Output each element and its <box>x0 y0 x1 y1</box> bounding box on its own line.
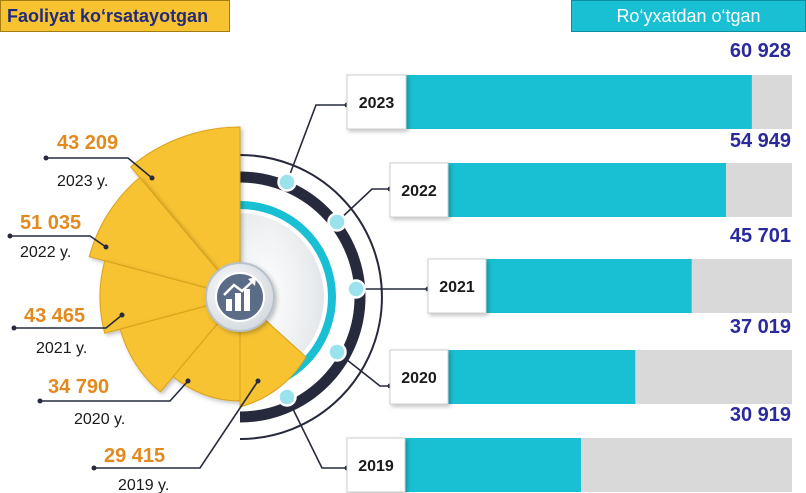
left-connector-dot <box>91 465 97 471</box>
year-box <box>346 437 406 493</box>
fan-segment-2020y <box>119 296 242 393</box>
left-connector-dot <box>119 312 125 318</box>
left-connector-line <box>46 157 153 179</box>
chart-growth-icon <box>223 277 256 311</box>
bar-value-label: 60 928 <box>730 40 791 62</box>
left-connector-dot <box>37 398 43 404</box>
connector-line <box>336 188 390 223</box>
left-connector-line <box>40 380 189 402</box>
fan-value-label: 43 465 <box>24 305 85 327</box>
icon-bar <box>226 299 232 311</box>
fan-segment-2022y <box>88 176 242 298</box>
fan-value-label: 51 035 <box>20 212 81 234</box>
bar-2023 <box>406 75 752 129</box>
left-connector-dot <box>103 244 109 250</box>
ring-marker-dot <box>277 387 297 407</box>
bar-value-label: 45 701 <box>730 225 791 247</box>
year-box <box>427 258 487 314</box>
fan-value-label: 29 415 <box>104 445 165 467</box>
ring-marker-dot <box>327 212 347 232</box>
header-registered: Ro‘yxatdan o‘tgan <box>571 0 806 32</box>
fan-year-label: 2021 y. <box>36 340 87 357</box>
year-box <box>389 162 449 218</box>
year-label-2020: 2020 <box>401 370 437 387</box>
bar-value-label: 37 019 <box>730 316 791 338</box>
icon-arrow-head <box>248 277 256 286</box>
ring-marker-dot <box>327 342 347 362</box>
left-connector-dot <box>11 325 17 331</box>
year-label-2022: 2022 <box>401 183 437 200</box>
fan-year-label: 2019 y. <box>118 477 169 493</box>
left-connector-line <box>14 314 123 329</box>
bar-2021 <box>486 259 692 313</box>
icon-bar <box>244 289 250 311</box>
header-active: Faoliyat ko‘rsatayotgan <box>0 0 230 32</box>
year-label-2019: 2019 <box>358 458 394 475</box>
left-connector-dot <box>185 378 191 384</box>
outer-thin-ring <box>239 154 383 440</box>
fan-segment-2021y <box>99 260 242 334</box>
fan-year-label: 2023 y. <box>57 173 108 190</box>
year-box <box>346 74 407 130</box>
fan-value-label: 34 790 <box>48 376 109 398</box>
left-connector-dot <box>43 155 49 161</box>
bar-2020 <box>448 350 636 404</box>
left-connector-dot <box>7 233 13 239</box>
ring-marker-dot <box>346 279 366 299</box>
connector-line <box>286 104 347 183</box>
year-box <box>389 349 449 405</box>
year-label-2021: 2021 <box>439 279 475 296</box>
fan-value-label: 43 209 <box>57 132 118 154</box>
icon-trend-line <box>223 279 255 296</box>
year-label-2023: 2023 <box>359 95 395 112</box>
left-connector-dot <box>255 378 261 384</box>
ring-marker-dot <box>277 172 297 192</box>
connector-line <box>286 396 347 469</box>
bar-2022 <box>448 163 726 217</box>
fan-year-label: 2020 y. <box>74 411 125 428</box>
icon-bar <box>235 293 241 311</box>
bar-value-label: 54 949 <box>730 130 791 152</box>
connector-line <box>336 351 390 387</box>
left-connector-line <box>94 380 259 469</box>
left-connector-dot <box>149 175 155 181</box>
left-connector-line <box>10 235 107 248</box>
bar-2019 <box>405 438 581 492</box>
bar-value-label: 30 919 <box>730 404 791 426</box>
fan-year-label: 2022 y. <box>20 244 71 261</box>
